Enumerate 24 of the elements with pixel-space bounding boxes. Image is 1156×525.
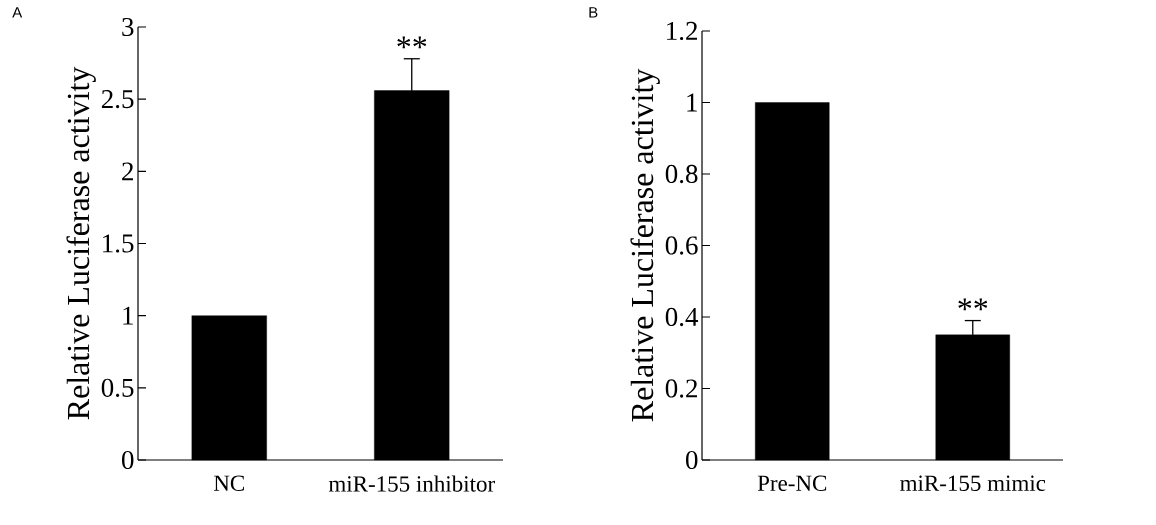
y-tick-label: 1: [687, 93, 697, 112]
y-tick-label: 2.5: [101, 90, 134, 109]
y-tick-label: 0.8: [665, 164, 698, 184]
x-tick-label: NC: [213, 475, 244, 491]
x-tick-label: miR-155 inhibitor: [328, 475, 495, 492]
annotation: **: [397, 36, 427, 49]
y-tick-label: 0.6: [665, 236, 698, 255]
y-tick-label: 3: [122, 17, 134, 37]
x-tick-label: miR-155 mimic: [900, 475, 1046, 491]
y-tick-label: 2: [122, 162, 133, 181]
annotation: **: [958, 298, 988, 311]
x-tick-label: Pre-NC: [757, 475, 827, 491]
y-tick-label: 0: [122, 450, 134, 470]
y-tick-label: 0.2: [665, 379, 697, 398]
text: B: [589, 7, 598, 18]
y-tick-label: 0.5: [101, 378, 134, 397]
y-axis-title: Relative Luciferase activity: [630, 68, 660, 422]
y-tick-label: 1: [123, 306, 133, 325]
y-tick-label: 1.2: [667, 21, 697, 41]
y-axis-title: Relative Luciferase activity: [66, 66, 96, 420]
text: A: [12, 7, 23, 18]
y-tick-label: 1.5: [103, 234, 134, 253]
y-tick-label: 0: [686, 450, 698, 470]
y-tick-label: 0.4: [665, 307, 699, 327]
